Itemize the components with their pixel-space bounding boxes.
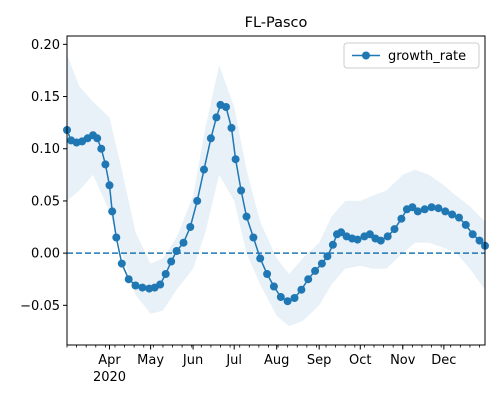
growth-rate-point bbox=[97, 144, 106, 153]
growth-rate-point bbox=[420, 205, 429, 214]
growth-rate-point bbox=[397, 214, 406, 223]
growth-rate-point bbox=[172, 247, 181, 255]
growth-rate-point bbox=[200, 165, 208, 174]
x-tick-sublabel: 2020 bbox=[93, 370, 126, 385]
growth-rate-point bbox=[408, 203, 417, 212]
growth-rate-point bbox=[376, 236, 385, 245]
growth-rate-point bbox=[383, 232, 392, 241]
growth-rate-point bbox=[390, 225, 399, 234]
growth-rate-point bbox=[117, 259, 126, 268]
legend: growth_rate bbox=[343, 42, 480, 69]
growth-rate-point bbox=[167, 257, 176, 266]
growth-rate-point bbox=[413, 207, 422, 216]
growth-rate-point bbox=[108, 207, 117, 216]
growth-rate-point bbox=[461, 220, 470, 229]
growth-rate-point bbox=[212, 113, 221, 122]
growth-rate-point bbox=[231, 155, 240, 164]
growth-rate-point bbox=[161, 270, 170, 278]
growth-rate-point bbox=[283, 297, 292, 306]
growth-rate-point bbox=[353, 235, 362, 244]
x-tick-label: Apr bbox=[98, 353, 121, 368]
growth-rate-point bbox=[304, 275, 313, 284]
growth-rate-point bbox=[105, 181, 114, 190]
growth-rate-point bbox=[222, 103, 230, 111]
growth-rate-point bbox=[206, 134, 215, 143]
growth-rate-point bbox=[427, 203, 436, 212]
chart-title: FL-Pasco bbox=[245, 15, 308, 31]
growth-rate-point bbox=[276, 293, 285, 301]
growth-rate-point bbox=[269, 282, 278, 291]
y-tick-label: 0.20 bbox=[31, 38, 60, 53]
y-tick-label: 0.05 bbox=[31, 194, 60, 209]
growth-rate-point bbox=[297, 285, 306, 294]
growth-rate-point bbox=[112, 233, 121, 242]
growth-rate-point bbox=[290, 294, 299, 302]
legend-box bbox=[343, 42, 480, 69]
growth-rate-point bbox=[337, 228, 346, 237]
growth-rate-point bbox=[193, 196, 202, 205]
growth-rate-point bbox=[186, 223, 195, 231]
growth-rate-point bbox=[475, 236, 484, 245]
y-tick-label: 0.10 bbox=[31, 142, 60, 157]
x-tick-label: Oct bbox=[349, 353, 371, 368]
growth-rate-point bbox=[455, 213, 463, 222]
growth-rate-point bbox=[317, 259, 326, 268]
growth-rate-point bbox=[242, 212, 251, 221]
growth-rate-point bbox=[227, 123, 236, 132]
legend-label: growth_rate bbox=[388, 49, 466, 64]
growth-rate-point bbox=[328, 240, 337, 249]
y-tick-label: −0.05 bbox=[20, 299, 60, 314]
growth-rate-point bbox=[138, 283, 147, 292]
growth-rate-point bbox=[311, 266, 320, 275]
growth-rate-point bbox=[434, 204, 443, 213]
x-tick-label: Dec bbox=[431, 353, 456, 368]
growth-rate-point bbox=[323, 252, 332, 261]
growth-rate-point bbox=[179, 238, 188, 247]
growth-rate-point bbox=[448, 210, 457, 219]
growth-rate-point bbox=[124, 275, 133, 284]
axes-frame bbox=[66, 35, 486, 346]
x-tick-label: Jul bbox=[225, 353, 242, 368]
legend-marker-swatch bbox=[362, 51, 370, 60]
x-tick-label: Jun bbox=[182, 353, 203, 368]
growth-rate-point bbox=[365, 230, 374, 239]
y-tick-label: 0.15 bbox=[31, 90, 60, 105]
x-tick-label: Nov bbox=[390, 353, 416, 368]
growth-rate-point bbox=[256, 254, 265, 263]
x-tick-label: May bbox=[137, 353, 164, 368]
plot-area: −0.05 0.00 0.05 0.10 0.15 0.20 Apr 2020 May Jun Ju… bbox=[20, 35, 489, 385]
growth-rate-point bbox=[237, 186, 246, 195]
x-tick-label: Sep bbox=[307, 353, 332, 368]
growth-rate-point bbox=[131, 281, 140, 290]
growth-rate-point bbox=[441, 207, 450, 216]
growth-rate-point bbox=[263, 270, 272, 278]
growth-rate-point bbox=[468, 230, 477, 239]
growth-rate-point bbox=[156, 280, 165, 289]
growth-rate-point bbox=[93, 134, 102, 143]
growth-rate-point bbox=[249, 233, 258, 242]
growth-rate-point bbox=[101, 160, 110, 169]
x-tick-label: Aug bbox=[264, 353, 289, 368]
y-tick-label: 0.00 bbox=[31, 247, 60, 262]
